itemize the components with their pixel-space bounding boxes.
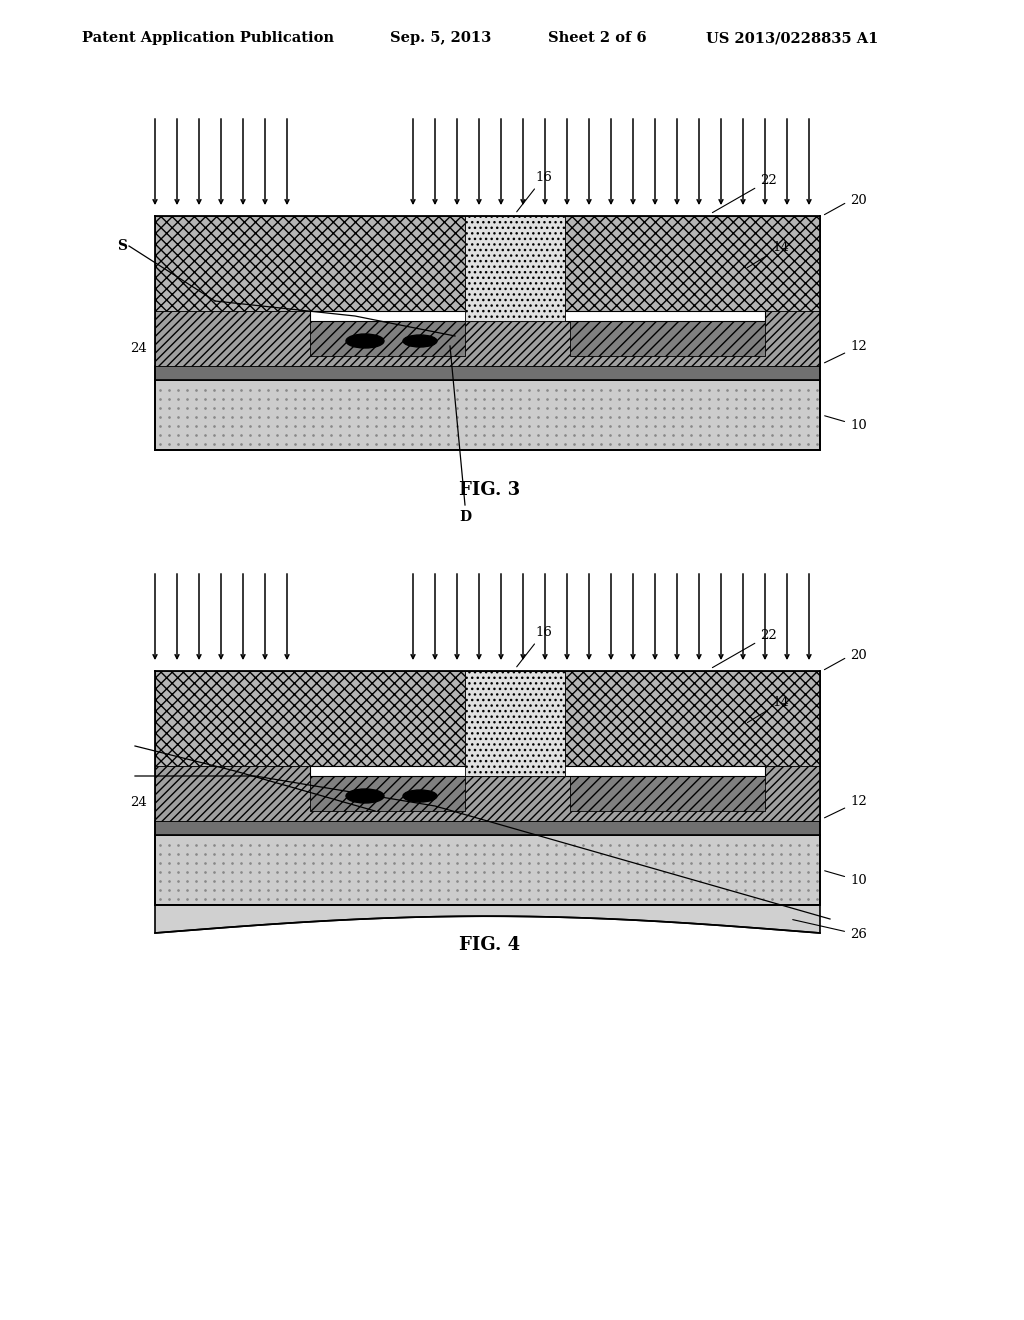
Text: US 2013/0228835 A1: US 2013/0228835 A1 <box>706 30 879 45</box>
Text: 16: 16 <box>517 172 552 211</box>
Text: D: D <box>459 510 471 524</box>
Bar <box>465 216 565 321</box>
Text: Patent Application Publication: Patent Application Publication <box>82 30 334 45</box>
Text: 12: 12 <box>824 341 866 363</box>
Text: 10: 10 <box>824 871 866 887</box>
Bar <box>465 671 565 776</box>
Bar <box>310 312 465 356</box>
Bar <box>155 766 820 821</box>
Bar <box>155 671 465 766</box>
Bar <box>310 312 765 321</box>
Text: 14: 14 <box>748 242 788 268</box>
Bar <box>310 766 465 810</box>
Text: Sep. 5, 2013: Sep. 5, 2013 <box>390 30 492 45</box>
Text: FIG. 3: FIG. 3 <box>460 480 520 499</box>
Text: 14: 14 <box>748 696 788 722</box>
Ellipse shape <box>403 335 437 347</box>
Bar <box>565 216 820 312</box>
Bar <box>570 766 765 810</box>
Bar <box>310 766 765 776</box>
Ellipse shape <box>346 334 384 348</box>
Text: Sheet 2 of 6: Sheet 2 of 6 <box>548 30 646 45</box>
Bar <box>155 836 820 906</box>
Text: 16: 16 <box>517 626 552 667</box>
Bar <box>570 312 765 356</box>
Bar <box>155 216 465 312</box>
Ellipse shape <box>346 789 384 803</box>
Text: 24: 24 <box>130 342 147 355</box>
Text: 10: 10 <box>824 416 866 432</box>
Bar <box>155 380 820 450</box>
Text: 24: 24 <box>130 796 147 809</box>
Bar <box>155 366 820 380</box>
Text: 20: 20 <box>824 649 866 669</box>
Text: 22: 22 <box>713 630 777 668</box>
Text: 20: 20 <box>824 194 866 215</box>
Bar <box>155 821 820 836</box>
Polygon shape <box>155 906 820 933</box>
Bar <box>155 312 820 366</box>
Text: FIG. 4: FIG. 4 <box>460 936 520 954</box>
Text: S: S <box>117 239 127 253</box>
Text: 26: 26 <box>793 920 867 941</box>
Ellipse shape <box>403 789 437 803</box>
Text: 22: 22 <box>713 174 777 213</box>
Text: 12: 12 <box>824 795 866 818</box>
Bar <box>565 671 820 766</box>
